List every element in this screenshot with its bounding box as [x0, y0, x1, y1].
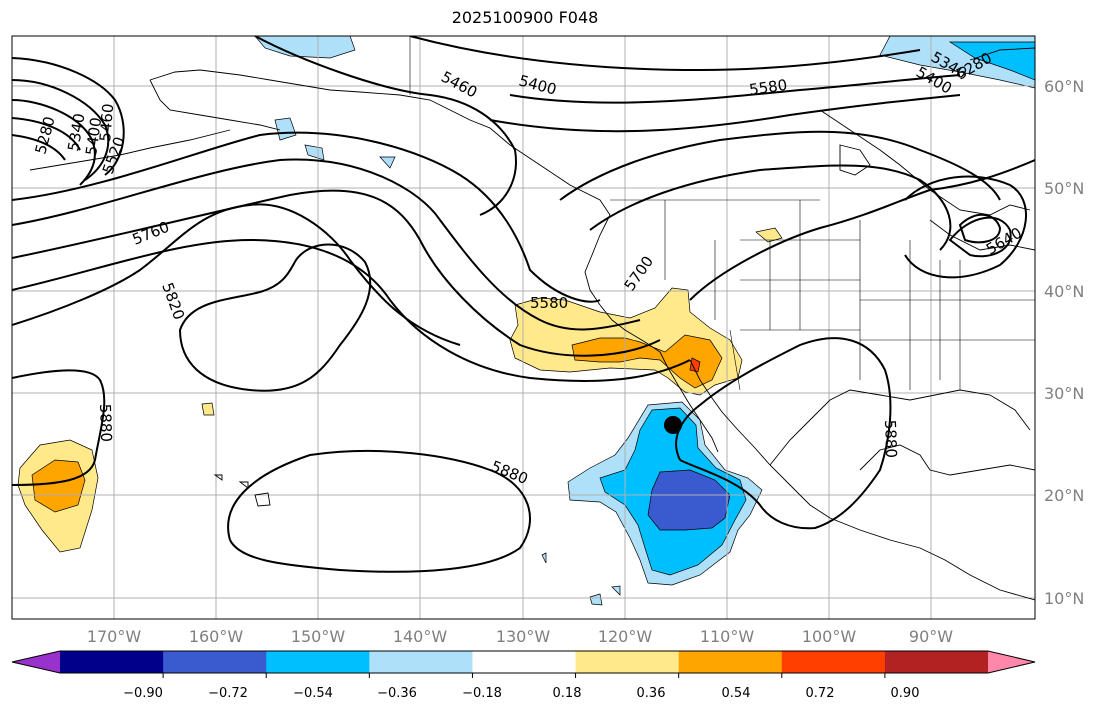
lon-label: 90°W: [909, 627, 953, 646]
lat-label: 20°N: [1044, 486, 1084, 505]
lon-label: 150°W: [291, 627, 346, 646]
colorbar-tick-label: −0.54: [293, 686, 333, 701]
precip-anomaly-shading: [17, 36, 1035, 606]
storm-center-dot: [664, 416, 682, 434]
colorbar-tick-label: −0.72: [208, 686, 248, 701]
lat-label: 60°N: [1044, 77, 1084, 96]
lat-label: 30°N: [1044, 384, 1084, 403]
lon-label: 160°W: [189, 627, 244, 646]
lat-label: 50°N: [1044, 179, 1084, 198]
contour-label: 5460: [96, 103, 117, 143]
lon-label: 170°W: [87, 627, 142, 646]
colorbar-tick-label: 0.18: [553, 686, 582, 701]
contour-label: 5880: [96, 404, 115, 443]
colorbar-segment: [266, 651, 370, 673]
colorbar-extend-low: [12, 651, 60, 673]
contour-label: 5880: [881, 420, 900, 459]
negative-anomaly-strong: [647, 469, 731, 531]
geopotential-contours: [12, 36, 1035, 573]
lon-label: 130°W: [496, 627, 551, 646]
colorbar-segment: [472, 651, 577, 673]
lon-label: 100°W: [802, 627, 857, 646]
contour-label: 5580: [748, 76, 788, 99]
colorbar-segment: [678, 651, 783, 673]
map-title: 2025100900 F048: [451, 8, 599, 27]
colorbar-segment: [884, 651, 989, 673]
colorbar-outline: [11, 650, 1036, 674]
colorbar: [11, 650, 1036, 678]
positive-anomaly-strong: [689, 357, 701, 373]
colorbar-segment: [369, 651, 473, 673]
longitude-labels: 170°W 160°W 150°W 140°W 130°W 120°W 110°…: [87, 627, 953, 646]
colorbar-tick-label: 0.54: [722, 686, 751, 701]
colorbar-segment: [163, 651, 267, 673]
colorbar-tick-labels: −0.90 −0.72 −0.54 −0.36 −0.18 0.18 0.36 …: [123, 686, 919, 701]
colorbar-extend-high: [988, 651, 1035, 673]
latitude-labels: 60°N 50°N 40°N 30°N 20°N 10°N: [1044, 77, 1084, 608]
colorbar-segment: [60, 651, 164, 673]
state-borders: [409, 36, 1035, 391]
colorbar-tick-label: 0.36: [637, 686, 666, 701]
colorbar-tick-label: −0.18: [462, 686, 502, 701]
lat-label: 40°N: [1044, 282, 1084, 301]
colorbar-tick-label: 0.72: [806, 686, 835, 701]
colorbar-tick-label: −0.36: [377, 686, 417, 701]
lat-label: 10°N: [1044, 589, 1084, 608]
colorbar-segment: [781, 651, 886, 673]
map-plot-area: 5280 5340 5400 5460 5520 5460 5400 5580 …: [12, 36, 1035, 619]
contour-label: 5400: [82, 116, 105, 156]
lon-label: 120°W: [598, 627, 653, 646]
colorbar-tick-label: 0.90: [891, 686, 920, 701]
positive-anomaly-mid: [571, 334, 723, 389]
contour-label: 5580: [530, 294, 568, 312]
colorbar-tick-label: −0.90: [123, 686, 163, 701]
plot-frame: [11, 35, 1036, 620]
lon-label: 110°W: [700, 627, 755, 646]
colorbar-segment: [575, 651, 680, 673]
graticule: [12, 36, 1035, 619]
lon-label: 140°W: [393, 627, 448, 646]
